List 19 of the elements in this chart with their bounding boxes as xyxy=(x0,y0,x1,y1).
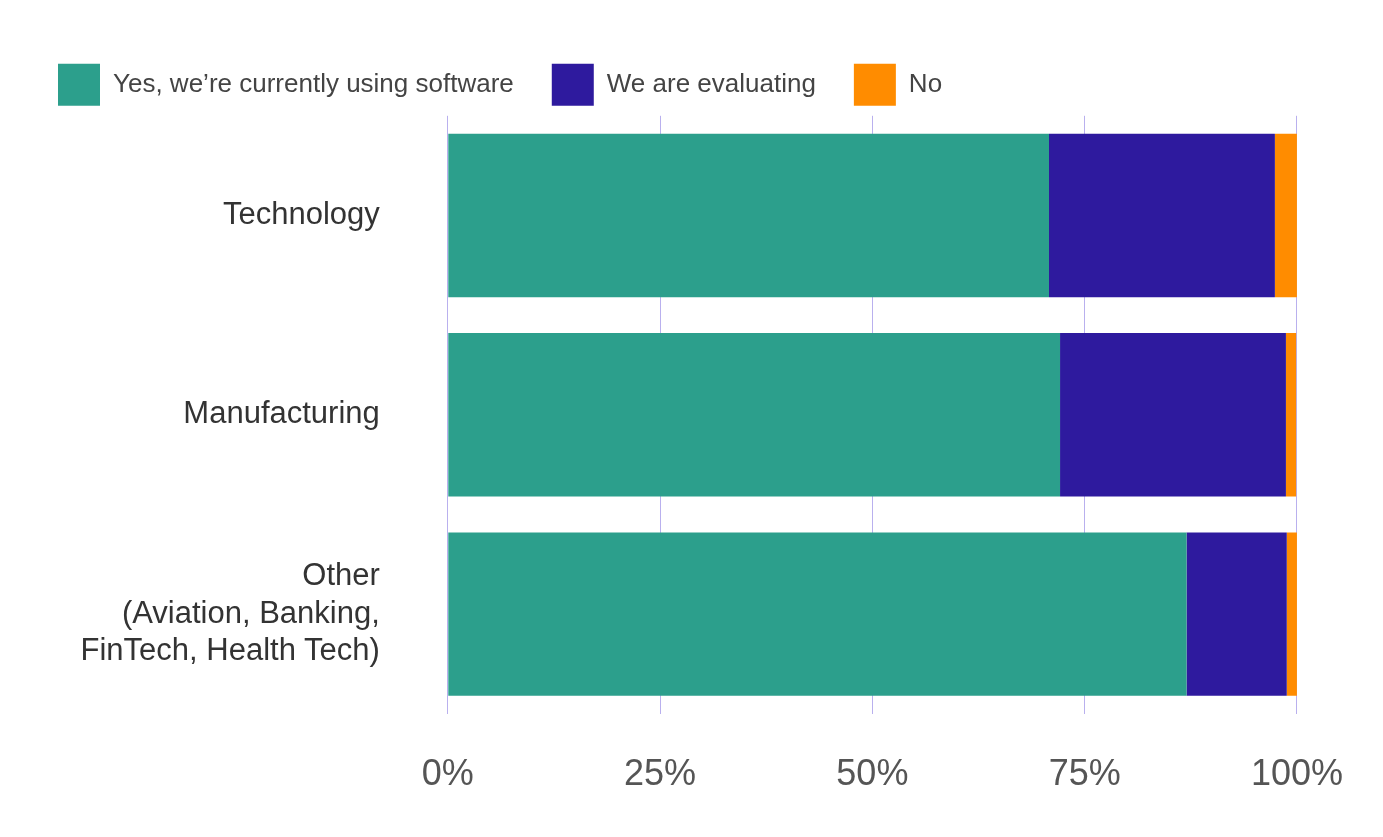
y-tick-label: Technology xyxy=(222,196,381,232)
y-tick-label: Manufacturing xyxy=(183,395,380,431)
bar xyxy=(448,333,1061,497)
bar xyxy=(1060,333,1286,497)
x-tick-label: 25% xyxy=(624,752,697,794)
bar xyxy=(1285,333,1297,497)
legend-label: Yes, we’re currently using software xyxy=(113,67,514,98)
bar xyxy=(448,133,1050,298)
x-tick-label: 100% xyxy=(1250,752,1343,794)
bar xyxy=(1274,133,1297,298)
bar xyxy=(448,532,1187,696)
bar xyxy=(1186,532,1287,696)
y-tick-label: Other (Aviation, Banking, FinTech, Health Tech) xyxy=(80,557,380,667)
x-tick-label: 75% xyxy=(1048,752,1121,794)
x-tick-label: 0% xyxy=(421,752,474,794)
legend-label: We are evaluating xyxy=(606,67,816,98)
bar xyxy=(1049,133,1275,298)
legend-label: No xyxy=(908,67,943,98)
x-tick-label: 50% xyxy=(836,752,909,794)
